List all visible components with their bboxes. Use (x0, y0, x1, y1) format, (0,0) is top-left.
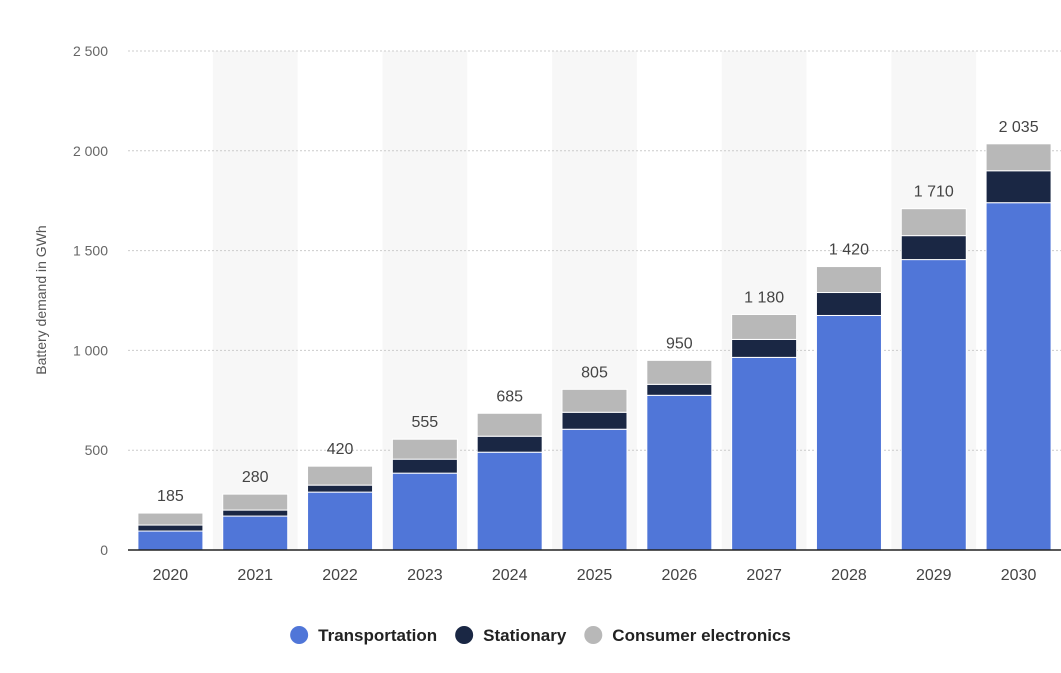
bar-segment-consumer-electronics-2030[interactable] (985, 143, 1052, 172)
bar-segment-stationary-2026[interactable] (646, 383, 713, 396)
bar-segment-stationary-2020[interactable] (137, 524, 204, 532)
bar-segment-stationary-2027[interactable] (731, 338, 798, 358)
bar-segment-stationary-2024[interactable] (476, 435, 543, 453)
x-tick-label-2021: 2021 (237, 567, 273, 584)
bar-segment-transportation-2023[interactable] (391, 472, 458, 551)
bar-segment-stationary-2030[interactable] (985, 170, 1052, 204)
y-tick-label: 2 000 (73, 143, 108, 159)
y-tick-label: 500 (85, 442, 109, 458)
bar-segment-consumer-electronics-2021[interactable] (222, 493, 289, 511)
bar-segment-stationary-2023[interactable] (391, 458, 458, 474)
x-tick-label-2025: 2025 (577, 567, 613, 584)
bar-segment-consumer-electronics-2022[interactable] (307, 465, 374, 486)
total-label-2025: 805 (581, 364, 608, 381)
y-tick-label: 1 000 (73, 342, 108, 358)
total-label-2023: 555 (412, 414, 439, 431)
bar-segment-transportation-2024[interactable] (476, 451, 543, 551)
bar-segment-transportation-2020[interactable] (137, 530, 204, 551)
y-axis-title: Battery demand in GWh (33, 225, 49, 374)
bar-segment-transportation-2025[interactable] (561, 428, 628, 551)
bar-segment-transportation-2027[interactable] (731, 356, 798, 551)
x-tick-label-2024: 2024 (492, 567, 528, 584)
total-label-2022: 420 (327, 441, 354, 458)
x-tick-label-2030: 2030 (1001, 567, 1037, 584)
y-tick-label: 2 500 (73, 43, 108, 59)
legend-label-transportation[interactable]: Transportation (318, 626, 437, 645)
x-tick-label-2020: 2020 (153, 567, 189, 584)
total-label-2024: 685 (496, 388, 523, 405)
y-tick-label: 0 (100, 542, 108, 558)
x-tick-label-2022: 2022 (322, 567, 358, 584)
bar-segment-consumer-electronics-2024[interactable] (476, 412, 543, 437)
column-band (212, 51, 298, 550)
bar-segment-stationary-2022[interactable] (307, 484, 374, 493)
bar-segment-transportation-2026[interactable] (646, 394, 713, 551)
x-tick-label-2028: 2028 (831, 567, 867, 584)
total-label-2028: 1 420 (829, 242, 869, 259)
total-label-2030: 2 035 (999, 119, 1039, 136)
bar-segment-stationary-2021[interactable] (222, 509, 289, 517)
bar-segment-transportation-2021[interactable] (222, 515, 289, 551)
legend-marker-transportation (290, 626, 309, 644)
x-tick-label-2029: 2029 (916, 567, 952, 584)
legend-marker-stationary (455, 626, 474, 644)
bar-segment-transportation-2022[interactable] (307, 491, 374, 551)
total-label-2029: 1 710 (914, 184, 954, 201)
total-label-2026: 950 (666, 335, 693, 352)
bar-segment-stationary-2025[interactable] (561, 411, 628, 430)
bar-segment-consumer-electronics-2025[interactable] (561, 388, 628, 413)
bar-segment-consumer-electronics-2029[interactable] (900, 208, 967, 237)
bar-segment-transportation-2030[interactable] (985, 202, 1052, 551)
x-tick-label-2026: 2026 (662, 567, 698, 584)
x-tick-label-2027: 2027 (746, 567, 782, 584)
legend-label-stationary[interactable]: Stationary (483, 626, 567, 645)
bar-segment-stationary-2028[interactable] (815, 292, 882, 316)
total-label-2020: 185 (157, 488, 184, 505)
bar-segment-transportation-2028[interactable] (815, 314, 882, 551)
bar-segment-stationary-2029[interactable] (900, 235, 967, 261)
bar-segment-consumer-electronics-2028[interactable] (815, 266, 882, 294)
legend-label-consumer-electronics[interactable]: Consumer electronics (612, 626, 791, 645)
total-label-2021: 280 (242, 469, 269, 486)
y-tick-label: 1 500 (73, 243, 108, 259)
legend-marker-consumer-electronics (584, 626, 603, 644)
bar-segment-transportation-2029[interactable] (900, 259, 967, 551)
x-tick-label-2023: 2023 (407, 567, 443, 584)
total-label-2027: 1 180 (744, 289, 784, 306)
bar-segment-consumer-electronics-2026[interactable] (646, 359, 713, 385)
bar-segment-consumer-electronics-2020[interactable] (137, 512, 204, 526)
bar-segment-consumer-electronics-2027[interactable] (731, 313, 798, 340)
bar-segment-consumer-electronics-2023[interactable] (391, 438, 458, 460)
